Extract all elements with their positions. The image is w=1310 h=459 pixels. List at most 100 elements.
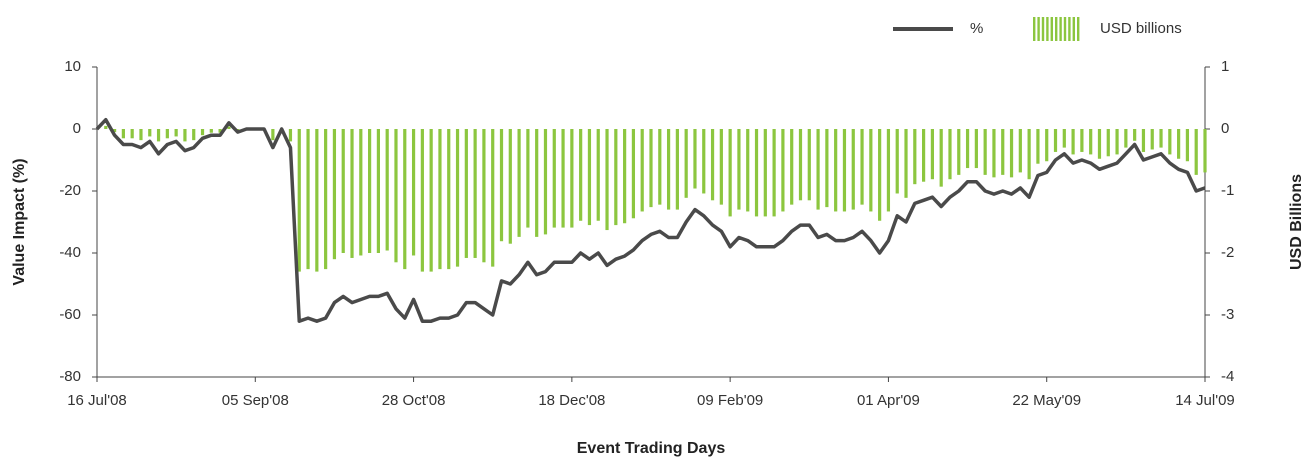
bar xyxy=(1001,129,1005,175)
bar xyxy=(447,129,451,270)
bar xyxy=(148,129,152,137)
bar xyxy=(1115,129,1119,155)
bar xyxy=(200,129,205,136)
y-tick-label: 0 xyxy=(73,120,81,137)
bar xyxy=(1177,129,1181,159)
bar xyxy=(482,129,486,263)
bar xyxy=(781,129,785,212)
bar xyxy=(939,129,943,187)
bar xyxy=(807,129,811,201)
legend-swatch xyxy=(1063,17,1067,41)
bar xyxy=(535,129,539,237)
bar xyxy=(341,129,345,253)
bar xyxy=(209,129,213,133)
x-tick-label: 16 Jul'08 xyxy=(67,392,127,409)
bar xyxy=(112,129,117,133)
bar xyxy=(350,129,354,258)
bar xyxy=(675,129,679,210)
bar xyxy=(130,129,134,139)
x-tick-label: 14 Jul'09 xyxy=(1175,392,1235,409)
x-tick-label: 01 Apr'09 xyxy=(857,392,920,409)
bar xyxy=(499,129,504,242)
bar xyxy=(1053,129,1058,152)
y-tick-label: -60 xyxy=(59,306,81,323)
bar xyxy=(895,129,899,194)
bar xyxy=(552,129,556,228)
bar xyxy=(306,129,310,270)
y2-tick-label: -2 xyxy=(1221,244,1234,261)
bar xyxy=(394,129,398,263)
bar xyxy=(1062,129,1066,148)
y2-tick-label: -3 xyxy=(1221,306,1234,323)
bar xyxy=(983,129,987,175)
bar xyxy=(420,129,424,272)
bar xyxy=(605,129,609,231)
x-tick-label: 28 Oct'08 xyxy=(382,392,446,409)
bar xyxy=(332,129,337,260)
legend-swatch xyxy=(1033,17,1036,41)
bar xyxy=(526,129,530,228)
y2-tick-label: 0 xyxy=(1221,120,1229,137)
bar xyxy=(1009,129,1014,178)
y-tick-label: 10 xyxy=(64,58,81,75)
bar xyxy=(1124,129,1128,148)
line xyxy=(95,117,1206,323)
bar xyxy=(746,129,750,212)
bar xyxy=(1141,129,1146,152)
legend-label: USD billions xyxy=(1100,20,1182,37)
bar xyxy=(834,129,838,212)
bar xyxy=(104,125,108,129)
bar xyxy=(869,129,873,212)
bar xyxy=(315,129,319,272)
bar xyxy=(798,129,803,201)
bar xyxy=(922,129,926,182)
bar xyxy=(464,129,468,258)
bar xyxy=(508,129,512,244)
bar xyxy=(1150,129,1154,150)
bar xyxy=(139,129,143,141)
bar xyxy=(1018,129,1022,173)
bar xyxy=(913,129,917,185)
legend-swatch xyxy=(1046,17,1049,41)
y2-tick-label: 1 xyxy=(1221,58,1229,75)
bar xyxy=(649,129,653,208)
bar xyxy=(842,129,847,212)
bar xyxy=(288,129,293,142)
bar xyxy=(702,129,706,194)
bar xyxy=(614,129,618,226)
bar xyxy=(974,129,978,169)
bar xyxy=(271,129,275,141)
bar xyxy=(1071,129,1075,155)
bar xyxy=(930,129,934,180)
bar xyxy=(878,129,882,221)
bar xyxy=(411,129,416,256)
bar xyxy=(658,129,662,205)
bar xyxy=(957,129,961,175)
bar xyxy=(772,129,776,217)
bar xyxy=(587,129,592,226)
x-tick-label: 22 May'09 xyxy=(1012,392,1081,409)
bar xyxy=(851,129,855,210)
bar xyxy=(790,129,794,205)
bar xyxy=(1159,129,1163,148)
bar xyxy=(640,129,644,212)
bar xyxy=(1194,129,1198,175)
bar xyxy=(1185,129,1190,162)
bar xyxy=(754,129,759,217)
bar xyxy=(1045,129,1049,162)
legend-swatch xyxy=(1050,17,1053,41)
bar xyxy=(737,129,741,210)
bar xyxy=(728,129,732,217)
bar xyxy=(324,129,328,270)
bar xyxy=(517,129,521,237)
bar xyxy=(904,129,908,198)
bar xyxy=(174,129,178,137)
bar xyxy=(1036,129,1040,164)
bar xyxy=(297,129,301,272)
bar xyxy=(825,129,829,208)
bar xyxy=(816,129,820,210)
bar xyxy=(455,129,460,267)
bar xyxy=(1080,129,1084,152)
bar xyxy=(403,129,407,270)
